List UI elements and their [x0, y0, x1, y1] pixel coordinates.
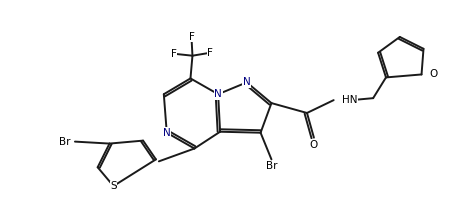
Text: Br: Br — [58, 137, 70, 147]
Text: N: N — [162, 128, 170, 138]
Text: F: F — [170, 49, 176, 59]
Text: S: S — [110, 181, 116, 191]
Text: O: O — [309, 140, 317, 150]
Text: N: N — [243, 77, 250, 87]
Text: F: F — [188, 32, 194, 42]
Text: Br: Br — [265, 161, 277, 171]
Text: F: F — [207, 48, 212, 58]
Text: N: N — [214, 89, 222, 99]
Text: HN: HN — [341, 95, 356, 105]
Text: O: O — [429, 69, 437, 80]
